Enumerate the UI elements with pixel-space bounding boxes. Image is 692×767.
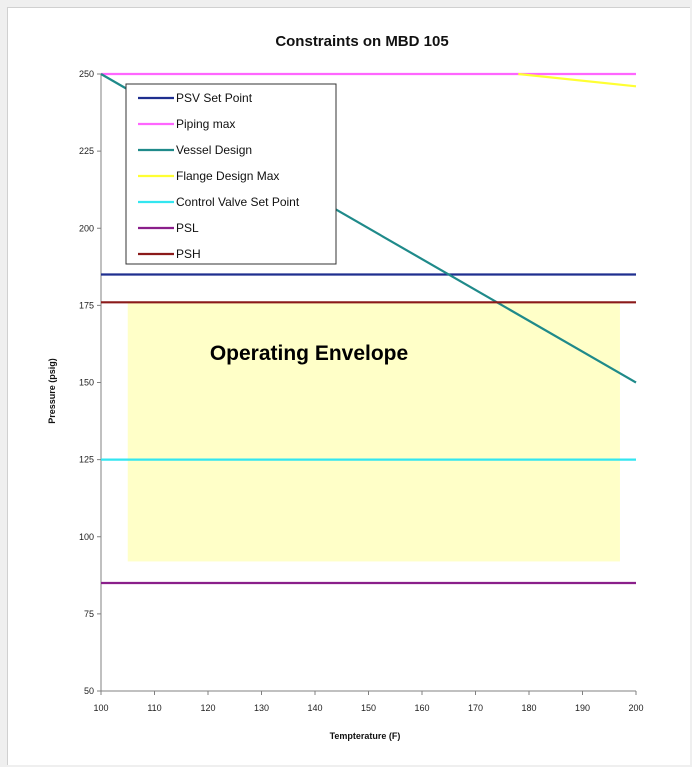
x-tick-label: 170	[468, 703, 483, 713]
y-tick-label: 75	[84, 609, 94, 619]
y-tick-label: 150	[79, 378, 94, 388]
y-tick-label: 175	[79, 300, 94, 310]
x-tick-label: 110	[147, 703, 161, 713]
chart-frame: Constraints on MBD 105 Operating Envelop…	[7, 7, 690, 765]
legend-label-piping-max: Piping max	[176, 117, 235, 131]
chart-title: Constraints on MBD 105	[275, 33, 448, 50]
chart-svg: Constraints on MBD 105 Operating Envelop…	[47, 33, 644, 741]
y-tick-label: 50	[84, 686, 94, 696]
legend-label-vessel-design: Vessel Design	[176, 143, 252, 157]
y-tick-label: 250	[79, 69, 94, 79]
legend-label-psh: PSH	[176, 247, 201, 261]
y-axis-label: Pressure (psig)	[47, 358, 57, 424]
x-axis-label: Tempterature (F)	[330, 731, 401, 741]
x-tick-label: 190	[575, 703, 590, 713]
y-tick-label: 225	[79, 146, 94, 156]
region-layer: Operating Envelope	[127, 302, 620, 562]
x-tick-label: 150	[361, 703, 376, 713]
x-tick-label: 160	[414, 703, 429, 713]
x-tick-label: 180	[521, 703, 536, 713]
tick-layer: 100 110 120 130 140 150 160 170 180 190 200 50 75 100…	[79, 69, 644, 713]
y-tick-label: 100	[79, 532, 94, 542]
operating-envelope-label: Operating Envelope	[210, 342, 408, 365]
operating-envelope-region	[127, 302, 620, 562]
legend-box	[125, 83, 337, 265]
x-tick-label: 120	[200, 703, 215, 713]
series-layer	[100, 72, 637, 585]
x-tick-label: 100	[93, 703, 108, 713]
legend-label-flange-design-max: Flange Design Max	[176, 169, 279, 183]
x-tick-label: 140	[307, 703, 322, 713]
legend-label-psv-set-point: PSV Set Point	[176, 91, 253, 105]
x-tick-label: 130	[254, 703, 269, 713]
legend: PSV Set Point Piping max Vessel Design Flan…	[125, 83, 337, 265]
y-tick-label: 200	[79, 223, 94, 233]
y-tick-label: 125	[79, 455, 94, 465]
series-line-flange-design-max	[518, 72, 637, 88]
legend-label-psl: PSL	[176, 221, 199, 235]
legend-label-control-valve-set-point: Control Valve Set Point	[176, 195, 300, 209]
x-tick-label: 200	[628, 703, 643, 713]
